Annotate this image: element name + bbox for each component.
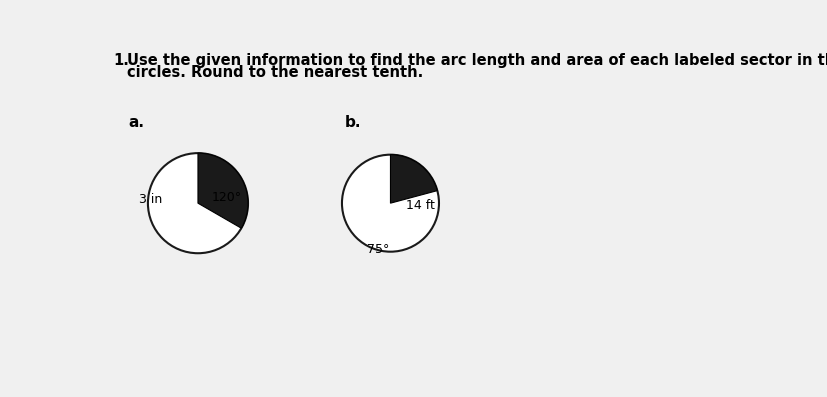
Text: 3 in: 3 in [138,193,162,206]
Text: 1.: 1. [113,53,129,68]
Text: circles. Round to the nearest tenth.: circles. Round to the nearest tenth. [127,66,423,80]
Text: Use the given information to find the arc length and area of each labeled sector: Use the given information to find the ar… [127,53,827,68]
Circle shape [148,153,248,253]
Text: b.: b. [344,115,361,130]
Wedge shape [390,155,437,203]
Text: 14 ft: 14 ft [405,199,434,212]
Text: 75°: 75° [367,243,390,256]
Text: a.: a. [128,115,145,130]
Wedge shape [198,153,248,228]
Circle shape [342,155,438,252]
Text: 120°: 120° [212,191,241,204]
